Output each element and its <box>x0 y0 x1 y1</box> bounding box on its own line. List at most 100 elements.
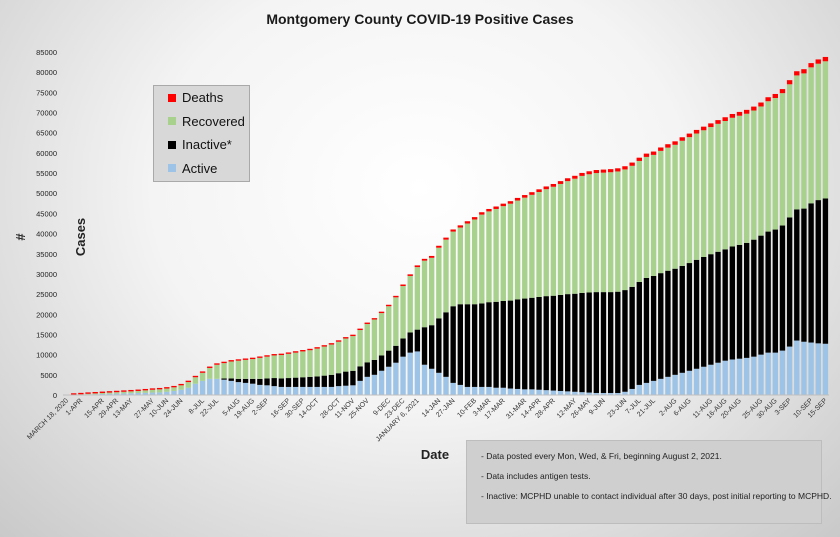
bar-deaths <box>493 206 499 209</box>
bar-inactive <box>250 378 256 384</box>
bar-active <box>250 383 256 395</box>
legend-label-deaths: Deaths <box>182 90 224 106</box>
bar-inactive <box>786 217 793 347</box>
bar-active <box>729 359 736 395</box>
y-tick-label: 50000 <box>36 189 57 198</box>
y-tick-label: 70000 <box>36 109 57 118</box>
bar-inactive <box>522 298 528 390</box>
bar-active <box>407 352 413 395</box>
bar-deaths <box>128 389 134 392</box>
bar-inactive <box>715 251 721 363</box>
bar-inactive <box>765 231 771 353</box>
bar-recovered <box>808 67 814 204</box>
bar-recovered <box>650 154 657 276</box>
bar-inactive <box>414 329 421 352</box>
bar-inactive <box>743 242 750 358</box>
bar-recovered <box>250 359 256 379</box>
bar-active <box>185 387 191 395</box>
bar-inactive <box>665 270 671 377</box>
bar-deaths <box>579 172 585 176</box>
bar-deaths <box>121 390 127 392</box>
bar-inactive <box>543 296 549 391</box>
legend-swatch-active <box>168 164 176 173</box>
bar-active <box>715 362 721 395</box>
bar-active <box>629 388 635 395</box>
bar-inactive <box>550 295 557 391</box>
bar-active <box>135 392 141 395</box>
bar-active <box>264 385 270 395</box>
bar-deaths <box>414 265 421 268</box>
bar-inactive <box>486 302 492 387</box>
bar-deaths <box>278 353 285 356</box>
bar-recovered <box>264 356 270 379</box>
bar-active <box>429 368 435 395</box>
bar-recovered <box>772 98 778 230</box>
bar-recovered <box>393 297 399 346</box>
bar-inactive <box>758 235 764 355</box>
bar-deaths <box>142 388 149 391</box>
bar-recovered <box>593 173 600 293</box>
bar-recovered <box>85 393 91 395</box>
bar-active <box>300 386 306 395</box>
bar-deaths <box>178 383 184 386</box>
bar-recovered <box>722 121 728 250</box>
bar-recovered <box>371 319 378 360</box>
y-tick-label: 60000 <box>36 149 57 158</box>
bar-inactive <box>593 292 600 393</box>
bar-deaths <box>207 366 213 368</box>
bar-recovered <box>615 171 621 292</box>
bar-active <box>643 382 650 395</box>
bar-inactive <box>729 246 736 360</box>
bar-inactive <box>285 378 292 387</box>
bar-inactive <box>622 290 628 392</box>
bar-active <box>292 386 299 395</box>
note-line: - Inactive: MCPHD unable to contact indi… <box>481 491 832 501</box>
bar-inactive <box>643 277 650 383</box>
bar-active <box>106 393 113 395</box>
bar-recovered <box>736 115 743 245</box>
x-axis-title: Date <box>420 447 450 462</box>
bar-deaths <box>722 117 728 121</box>
bar-inactive <box>600 292 607 393</box>
bar-recovered <box>600 172 607 293</box>
bar-inactive <box>514 299 521 389</box>
bar-active <box>235 382 242 395</box>
bar-recovered <box>407 275 413 333</box>
bar-active <box>615 392 621 395</box>
bar-deaths <box>364 322 370 324</box>
bar-recovered <box>586 174 592 293</box>
bar-inactive <box>672 268 678 375</box>
bar-recovered <box>443 239 449 313</box>
bar-active <box>586 392 592 395</box>
bar-inactive <box>629 286 635 389</box>
bar-recovered <box>328 344 335 375</box>
bar-deaths <box>156 387 163 390</box>
y-tick-label: 25000 <box>36 290 57 299</box>
bar-recovered <box>450 231 456 307</box>
bar-inactive <box>264 378 270 386</box>
bar-active <box>722 360 728 395</box>
bar-recovered <box>242 359 249 379</box>
bar-recovered <box>565 181 571 295</box>
bar-deaths <box>429 255 435 258</box>
bar-recovered <box>779 93 786 226</box>
bar-inactive <box>371 359 378 375</box>
bar-deaths <box>350 334 356 337</box>
bar-active <box>607 392 614 395</box>
y-tick-label: 45000 <box>36 209 57 218</box>
bar-deaths <box>794 71 800 76</box>
bar-inactive <box>400 338 406 357</box>
bar-deaths <box>636 157 642 161</box>
bar-active <box>443 376 449 395</box>
legend-label-recovered: Recovered <box>182 113 245 129</box>
bar-inactive <box>772 229 778 353</box>
bar-active <box>149 392 156 395</box>
bar-inactive <box>507 300 514 389</box>
bar-active <box>822 343 829 395</box>
bar-active <box>314 386 320 395</box>
bar-deaths <box>92 391 98 394</box>
bar-recovered <box>235 360 242 379</box>
bar-active <box>622 391 628 395</box>
bar-recovered <box>550 186 557 296</box>
